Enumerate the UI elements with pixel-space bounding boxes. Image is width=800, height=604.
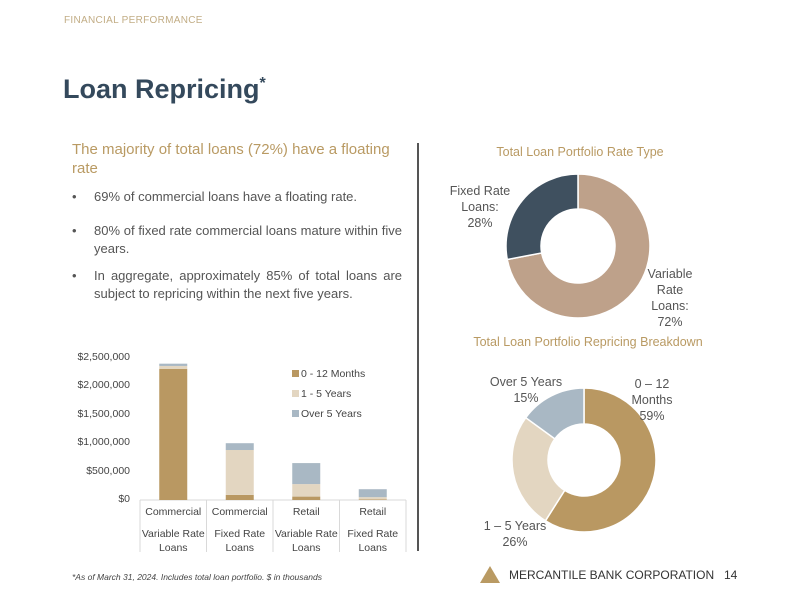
bar-segment: [292, 484, 321, 497]
legend-item: 0 - 12 Months: [292, 368, 365, 380]
section-label: FINANCIAL PERFORMANCE: [64, 15, 203, 26]
slice-label-line: Over 5 Years: [489, 375, 563, 389]
legend-swatch: [292, 390, 299, 397]
bullet-item: 80% of fixed rate commercial loans matur…: [72, 222, 402, 258]
slice-label-line: Rate: [656, 283, 684, 297]
slice-label-line: 26%: [502, 535, 528, 549]
slice-label-line: 0 – 12: [634, 377, 670, 391]
bar-segment: [225, 450, 254, 495]
brand-name: MERCANTILE BANK CORPORATION: [509, 567, 715, 582]
vertical-divider: [417, 143, 419, 551]
title-asterisk: *: [259, 75, 266, 92]
category-label-top: Commercial: [145, 506, 202, 518]
slice-label-line: Fixed Rate: [449, 184, 511, 198]
bar-segment: [358, 497, 387, 500]
bar-segment: [159, 363, 188, 366]
title-text: Loan Repricing: [63, 74, 260, 104]
slice-label-line: 1 – 5 Years: [483, 519, 547, 533]
y-tick-label: $2,000,000: [77, 379, 130, 392]
slice-label-line: Loans:: [651, 299, 689, 313]
chart-title-repricing: Total Loan Portfolio Repricing Breakdown: [473, 335, 703, 349]
donut-slice: [544, 387, 657, 533]
category-label-top: Retail: [292, 506, 320, 518]
legend-item: 1 - 5 Years: [292, 388, 351, 400]
donut-slice: [524, 387, 585, 440]
bar-segment: [225, 443, 254, 451]
bullet-item: In aggregate, approximately 85% of total…: [72, 267, 402, 303]
y-tick-label: $500,000: [86, 464, 130, 477]
slice-label-fixed: Fixed Rate Loans: 28%: [440, 183, 520, 231]
slice-label-over-5-years: Over 5 Years 15%: [478, 374, 574, 406]
page-title: Loan Repricing*: [63, 74, 266, 105]
slice-label-1-5-years: 1 – 5 Years 26%: [470, 518, 560, 550]
slice-label-0-12-months: 0 – 12 Months 59%: [612, 376, 692, 424]
brand-logo: MERCANTILE BANK CORPORATION: [480, 566, 714, 583]
donut-slice: [505, 173, 579, 261]
slice-label-line: 28%: [467, 216, 493, 230]
chart-title-rate-type: Total Loan Portfolio Rate Type: [496, 145, 664, 159]
bar-segment: [358, 489, 387, 498]
legend-label: 1 - 5 Years: [301, 388, 352, 400]
category-label-bottom: Variable Rate Loans: [141, 528, 205, 554]
slice-label-line: 59%: [639, 409, 665, 423]
category-label-bottom: Fixed Rate Loans: [347, 528, 399, 554]
legend-label: 0 - 12 Months: [301, 368, 366, 380]
bar-segment: [292, 463, 321, 485]
y-tick-label: $1,000,000: [77, 436, 130, 449]
category-label-bottom: Variable Rate Loans: [274, 528, 338, 554]
bar-segment: [225, 494, 254, 500]
bullet-item: 69% of commercial loans have a floating …: [72, 188, 402, 206]
category-label-bottom: Fixed Rate Loans: [214, 528, 266, 554]
bar-segment: [358, 499, 387, 500]
footnote: *As of March 31, 2024. Includes total lo…: [72, 572, 322, 582]
legend-item: Over 5 Years: [292, 408, 362, 420]
legend-swatch: [292, 370, 299, 377]
page-number: 14: [724, 568, 738, 582]
donut-slice: [511, 416, 566, 522]
y-tick-label: $2,500,000: [77, 351, 130, 363]
category-label-top: Retail: [359, 506, 387, 518]
legend-swatch: [292, 410, 299, 417]
slice-label-line: 72%: [657, 315, 683, 329]
triangle-logo-icon: [480, 566, 500, 583]
slice-label-line: Months: [631, 393, 673, 407]
bullet-list: 69% of commercial loans have a floating …: [72, 188, 402, 312]
bar-segment: [159, 365, 188, 369]
bar-segment: [292, 496, 321, 500]
slice-label-line: 15%: [513, 391, 539, 405]
y-tick-label: $1,500,000: [77, 407, 130, 420]
slice-label-line: Variable: [647, 267, 693, 281]
legend-label: Over 5 Years: [301, 408, 362, 420]
slice-label-variable: Variable Rate Loans: 72%: [630, 266, 710, 330]
bar-segment: [159, 368, 188, 500]
slice-label-line: Loans:: [461, 200, 499, 214]
category-label-top: Commercial: [211, 506, 268, 518]
headline: The majority of total loans (72%) have a…: [72, 141, 390, 177]
y-tick-label: $0: [118, 493, 130, 505]
donut-slice: [506, 173, 651, 319]
